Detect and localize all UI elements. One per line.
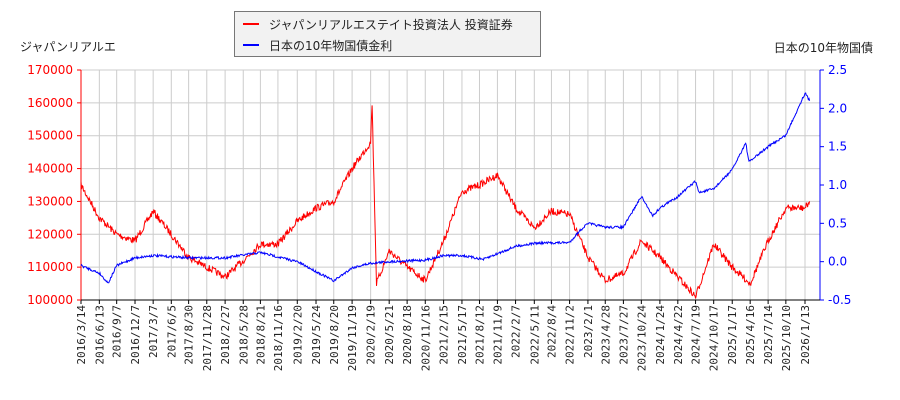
legend-label: ジャパンリアルエステイト投資法人 投資証券 [269,17,513,32]
legend-label: 日本の10年物国債金利 [269,38,393,53]
x-tick-label: 2026/1/13 [799,305,812,365]
y-left-tick-label: 160000 [27,96,73,110]
x-tick-label: 2024/7/19 [690,305,703,365]
jgb-yield-line [80,92,811,284]
y-left-tick-label: 130000 [27,194,73,208]
x-tick-label: 2022/2/7 [510,305,523,358]
x-tick-label: 2021/2/15 [438,305,451,365]
x-tick-label: 2016/6/13 [93,305,106,365]
x-tick-label: 2018/5/28 [237,305,250,365]
legend-swatch-red [243,23,259,25]
x-tick-label: 2024/10/17 [708,305,721,371]
x-tick-label: 2024/1/24 [654,305,667,365]
x-tick-label: 2019/5/24 [310,305,323,365]
y-left-tick-label: 110000 [27,260,73,274]
x-tick-label: 2018/8/21 [254,305,267,365]
legend: ジャパンリアルエステイト投資法人 投資証券 日本の10年物国債金利 [234,11,541,57]
y-left-tick-label: 150000 [27,129,73,143]
x-tick-label: 2017/11/28 [201,305,214,371]
x-tick-label: 2017/8/30 [183,305,196,365]
legend-item-jgb: 日本の10年物国債金利 [243,37,392,53]
y-right-tick-label: 0.0 [828,255,847,269]
x-tick-label: 2016/9/7 [111,305,124,358]
x-tick-label: 2021/8/12 [473,305,486,365]
y-left-tick-label: 120000 [27,227,73,241]
left-axis-title: ジャパンリアルエ [20,40,116,54]
x-tick-label: 2022/11/2 [564,305,577,365]
x-tick-label: 2020/8/18 [401,305,414,365]
y-left-tick-label: 100000 [27,293,73,307]
x-tick-label: 2025/7/14 [762,305,775,365]
y-left-tick-label: 140000 [27,162,73,176]
x-tick-label: 2020/11/16 [419,305,432,371]
x-tick-label: 2024/4/22 [672,305,685,365]
reit-price-line [80,105,811,299]
legend-item-reit: ジャパンリアルエステイト投資法人 投資証券 [243,16,513,32]
x-tick-label: 2022/5/11 [528,305,541,365]
y-right-tick-label: 1.5 [828,140,847,154]
x-tick-label: 2019/2/20 [291,305,304,365]
x-tick-label: 2019/11/19 [346,305,359,371]
x-tick-label: 2025/1/17 [726,305,739,365]
x-tick-label: 2018/11/16 [272,305,285,371]
x-tick-label: 2025/4/16 [744,305,757,365]
y-right-tick-label: -0.5 [828,293,851,307]
x-tick-label: 2020/5/21 [383,305,396,365]
x-tick-label: 2021/11/9 [491,305,504,365]
x-tick-label: 2023/4/28 [599,305,612,365]
legend-swatch-blue [243,44,259,46]
x-tick-label: 2019/8/20 [328,305,341,365]
x-tick-label: 2023/7/27 [617,305,630,365]
x-tick-label: 2018/2/27 [219,305,232,365]
x-tick-label: 2020/2/19 [365,305,378,365]
x-tick-label: 2017/3/7 [147,305,160,358]
y-right-tick-label: 0.5 [828,216,847,230]
x-tick-label: 2016/12/7 [129,305,142,365]
x-tick-label: 2023/2/1 [582,305,595,358]
x-tick-label: 2022/8/4 [545,305,558,358]
y-right-tick-label: 2.0 [828,101,847,115]
x-tick-label: 2016/3/14 [75,305,88,365]
right-axis-title: 日本の10年物国債 [773,41,873,55]
x-tick-label: 2025/10/10 [780,305,793,371]
x-tick-label: 2021/5/17 [456,305,469,365]
y-left-tick-label: 170000 [27,63,73,77]
x-tick-label: 2017/6/5 [165,305,178,358]
y-right-tick-label: 1.0 [828,178,847,192]
y-right-tick-label: 2.5 [828,63,847,77]
x-tick-label: 2023/10/24 [635,305,648,372]
